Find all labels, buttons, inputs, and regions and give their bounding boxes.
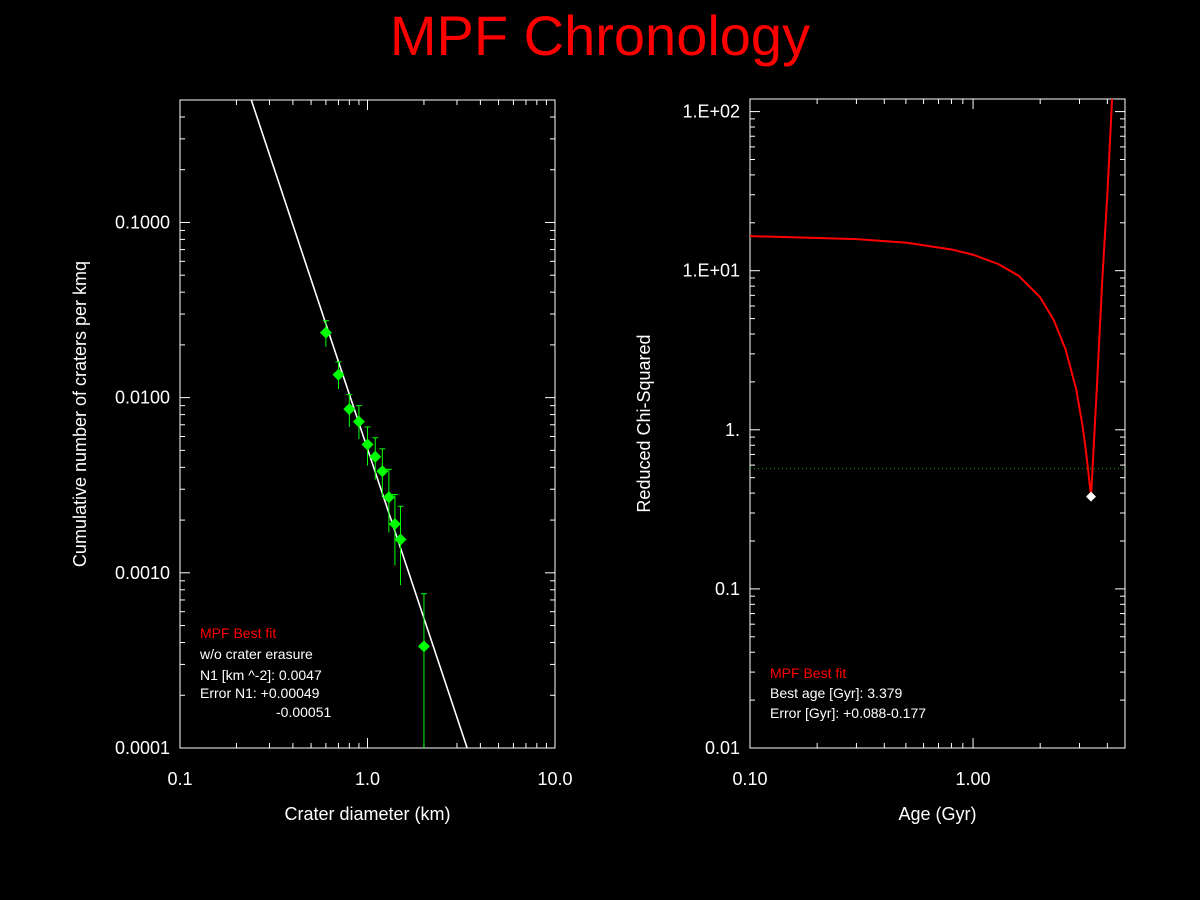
data-point-6 (376, 465, 389, 478)
right-annotation-line: Best age [Gyr]: 3.379 (770, 685, 903, 701)
right-annotation-line: Error [Gyr]: +0.088-0.177 (770, 705, 926, 721)
right-y-tick-label: 0.01 (705, 738, 740, 758)
left-annotation-line: Error N1: +0.00049 (200, 685, 320, 701)
left-annotation-line: N1 [km ^-2]: 0.0047 (200, 667, 322, 683)
right-x-tick-label: 1.00 (956, 769, 991, 789)
left-x-tick-label: 0.1 (167, 769, 192, 789)
data-point-0 (319, 326, 332, 339)
data-point-9 (394, 533, 407, 546)
data-point-7 (382, 491, 395, 504)
left-y-tick-label: 0.1000 (115, 212, 170, 232)
data-point-2 (343, 403, 356, 416)
left-data-layer (250, 100, 468, 748)
left-y-tick-label: 0.0010 (115, 563, 170, 583)
left-x-tick-label: 10.0 (537, 769, 572, 789)
left-annotation-line: w/o crater erasure (199, 646, 313, 662)
left-x-axis-title: Crater diameter (km) (284, 804, 450, 824)
right-y-tick-label: 0.1 (715, 579, 740, 599)
right-annotation-header: MPF Best fit (770, 665, 846, 681)
data-point-5 (369, 450, 382, 463)
left-annotation-line: -0.00051 (276, 704, 331, 720)
left-y-axis-title: Cumulative number of craters per kmq (70, 261, 90, 567)
right-plot-frame (749, 98, 1126, 749)
right-x-axis-title: Age (Gyr) (898, 804, 976, 824)
best-age-point (1085, 491, 1096, 502)
page-title: MPF Chronology (389, 4, 811, 67)
data-point-10 (417, 640, 430, 653)
chi-squared-plot: 0.10 1.00 0.01 0.1 1. 1.E+01 1.E+02 Age (Gyr) Re… (634, 98, 1126, 824)
data-point-8 (388, 517, 401, 530)
data-point-1 (332, 368, 345, 381)
left-y-tick-label: 0.0001 (115, 738, 170, 758)
right-y-tick-label: 1. (725, 420, 740, 440)
left-y-tick-label: 0.0100 (115, 388, 170, 408)
left-annotation-header: MPF Best fit (200, 625, 276, 641)
crater-size-plot: 0.1 1.0 10.0 0.0001 0.0010 0.0100 0.1000 Crater… (70, 99, 573, 824)
data-point-3 (352, 415, 365, 428)
chi-squared-curve (750, 99, 1114, 497)
right-y-tick-label: 1.E+01 (682, 261, 740, 281)
right-x-tick-label: 0.10 (732, 769, 767, 789)
right-y-tick-label: 1.E+02 (682, 102, 740, 122)
left-x-tick-label: 1.0 (355, 769, 380, 789)
data-point-4 (361, 438, 374, 451)
right-y-axis-title: Reduced Chi-Squared (634, 334, 654, 512)
right-data-layer (750, 99, 1125, 502)
